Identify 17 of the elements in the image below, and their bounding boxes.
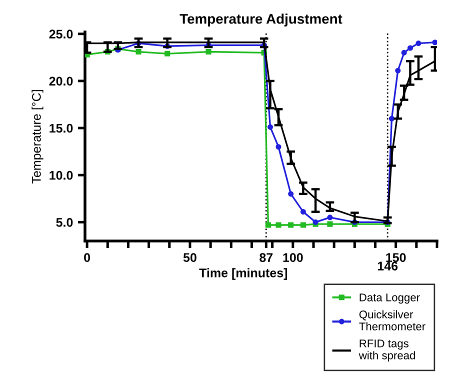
y-tick-label: 10.0	[50, 170, 73, 180]
y-tick-label: 15.0	[50, 124, 73, 133]
x-axis-title: Time [minutes]	[199, 268, 288, 280]
x-tick-label: 0	[84, 253, 90, 262]
y-tick-label: 20.0	[49, 76, 73, 86]
ref-line-label: 146	[378, 262, 398, 270]
x-tick-label: 100	[283, 253, 303, 262]
chart-title: Temperature Adjustment	[180, 14, 342, 27]
x-tick-label: 150	[386, 253, 406, 262]
y-tick-label: 25.0	[49, 30, 73, 39]
x-tick-label: 87	[260, 253, 273, 262]
legend-label: Quicksilver Thermometer	[359, 310, 426, 330]
y-tick-label: 5.0	[56, 218, 73, 227]
legend-label: RFID tags with spread	[358, 340, 415, 362]
legend-label: Data Logger	[360, 294, 420, 304]
x-tick-label: 50	[183, 253, 196, 262]
y-axis-title: Temperature [°C]	[32, 90, 44, 184]
